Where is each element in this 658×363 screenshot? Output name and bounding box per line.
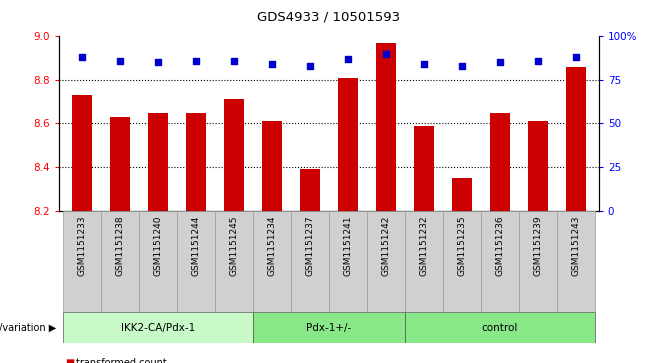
Text: GSM1151233: GSM1151233 bbox=[78, 216, 86, 276]
Text: GSM1151236: GSM1151236 bbox=[495, 216, 505, 276]
Point bbox=[77, 54, 88, 60]
Point bbox=[457, 63, 467, 69]
Bar bbox=[367, 211, 405, 312]
Bar bbox=[405, 211, 443, 312]
Bar bbox=[329, 211, 367, 312]
Text: GSM1151238: GSM1151238 bbox=[116, 216, 124, 276]
Bar bbox=[405, 312, 595, 343]
Point bbox=[418, 61, 429, 67]
Text: GDS4933 / 10501593: GDS4933 / 10501593 bbox=[257, 11, 401, 24]
Point bbox=[153, 60, 163, 65]
Bar bbox=[565, 67, 586, 211]
Bar bbox=[215, 211, 253, 312]
Text: genotype/variation ▶: genotype/variation ▶ bbox=[0, 323, 56, 333]
Text: GSM1151242: GSM1151242 bbox=[382, 216, 390, 276]
Bar bbox=[481, 211, 519, 312]
Point bbox=[191, 58, 201, 64]
Bar bbox=[63, 211, 101, 312]
Bar bbox=[443, 211, 481, 312]
Point bbox=[495, 60, 505, 65]
Point bbox=[305, 63, 315, 69]
Bar bbox=[519, 211, 557, 312]
Bar bbox=[413, 126, 434, 211]
Bar bbox=[101, 211, 139, 312]
Text: GSM1151234: GSM1151234 bbox=[268, 216, 276, 276]
Text: GSM1151232: GSM1151232 bbox=[420, 216, 428, 276]
Text: transformed count: transformed count bbox=[76, 358, 166, 363]
Text: Pdx-1+/-: Pdx-1+/- bbox=[307, 323, 351, 333]
Text: GSM1151241: GSM1151241 bbox=[343, 216, 353, 276]
Bar bbox=[63, 312, 253, 343]
Text: GSM1151243: GSM1151243 bbox=[572, 216, 580, 276]
Bar bbox=[139, 211, 177, 312]
Bar bbox=[72, 95, 93, 211]
Bar bbox=[261, 121, 282, 211]
Bar bbox=[299, 169, 320, 211]
Text: GSM1151240: GSM1151240 bbox=[153, 216, 163, 276]
Point bbox=[381, 51, 392, 57]
Bar bbox=[253, 211, 291, 312]
Point bbox=[343, 56, 353, 62]
Bar bbox=[177, 211, 215, 312]
Text: IKK2-CA/Pdx-1: IKK2-CA/Pdx-1 bbox=[121, 323, 195, 333]
Point bbox=[114, 58, 125, 64]
Bar bbox=[376, 43, 396, 211]
Point bbox=[229, 58, 240, 64]
Point bbox=[266, 61, 277, 67]
Bar bbox=[451, 178, 472, 211]
Point bbox=[570, 54, 581, 60]
Bar bbox=[147, 113, 168, 211]
Bar bbox=[186, 113, 207, 211]
Text: GSM1151244: GSM1151244 bbox=[191, 216, 201, 276]
Text: GSM1151245: GSM1151245 bbox=[230, 216, 238, 276]
Text: ■: ■ bbox=[66, 358, 78, 363]
Bar bbox=[253, 312, 405, 343]
Bar bbox=[528, 121, 548, 211]
Text: control: control bbox=[482, 323, 518, 333]
Bar bbox=[338, 78, 359, 211]
Bar bbox=[490, 113, 511, 211]
Bar bbox=[557, 211, 595, 312]
Text: GSM1151235: GSM1151235 bbox=[457, 216, 467, 276]
Bar bbox=[110, 117, 130, 211]
Point bbox=[533, 58, 544, 64]
Text: GSM1151237: GSM1151237 bbox=[305, 216, 315, 276]
Bar bbox=[224, 99, 245, 211]
Text: GSM1151239: GSM1151239 bbox=[534, 216, 542, 276]
Bar bbox=[291, 211, 329, 312]
